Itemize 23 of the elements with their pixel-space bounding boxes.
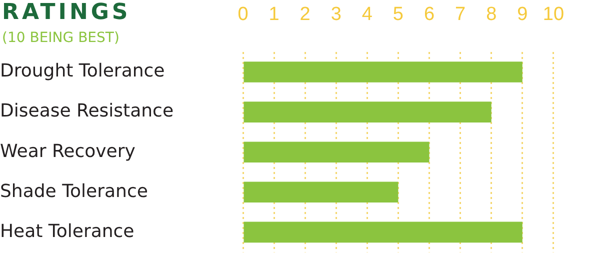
y-tick-label: Heat Tolerance <box>0 220 134 242</box>
bar <box>244 142 430 163</box>
x-tick-label: 1 <box>268 4 280 25</box>
text: (10 BEING BEST) <box>2 30 120 46</box>
x-tick-label: 2 <box>300 4 310 25</box>
y-tick-label: Drought Tolerance <box>0 60 165 82</box>
y-tick-label: Shade Tolerance <box>0 180 148 202</box>
text: RATINGS <box>2 0 131 25</box>
x-tick-label: 10 <box>542 4 564 25</box>
bar <box>244 222 522 243</box>
x-tick-label: 4 <box>362 4 373 25</box>
x-tick-label: 8 <box>486 4 497 25</box>
bar <box>244 62 522 82</box>
y-tick-label: Disease Resistance <box>0 100 174 122</box>
x-tick-label: 0 <box>238 4 248 25</box>
x-tick-label: 7 <box>455 4 466 25</box>
x-tick-label: 5 <box>392 4 404 25</box>
x-tick-label: 3 <box>330 4 342 25</box>
y-tick-label: Wear Recovery <box>0 140 136 162</box>
x-tick-label: 9 <box>517 4 528 25</box>
x-tick-label: 6 <box>424 4 435 25</box>
bar <box>244 102 492 122</box>
bar <box>244 182 398 203</box>
